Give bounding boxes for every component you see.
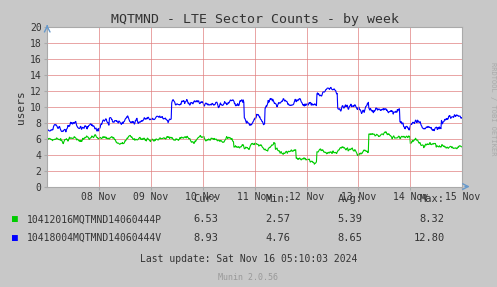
Text: 10418004MQTMND14060444V: 10418004MQTMND14060444V <box>27 233 163 243</box>
Text: 2.57: 2.57 <box>266 214 291 224</box>
Title: MQTMND - LTE Sector Counts - by week: MQTMND - LTE Sector Counts - by week <box>111 13 399 26</box>
Text: Last update: Sat Nov 16 05:10:03 2024: Last update: Sat Nov 16 05:10:03 2024 <box>140 254 357 264</box>
Text: Min:: Min: <box>266 194 291 204</box>
Text: ■: ■ <box>12 233 18 243</box>
Text: 5.39: 5.39 <box>338 214 363 224</box>
Y-axis label: users: users <box>16 90 26 124</box>
Text: Max:: Max: <box>420 194 445 204</box>
Text: 12.80: 12.80 <box>414 233 445 243</box>
Text: Cur:: Cur: <box>194 194 219 204</box>
Text: 8.65: 8.65 <box>338 233 363 243</box>
Text: 8.93: 8.93 <box>194 233 219 243</box>
Text: Avg:: Avg: <box>338 194 363 204</box>
Text: 6.53: 6.53 <box>194 214 219 224</box>
Text: 4.76: 4.76 <box>266 233 291 243</box>
Text: ■: ■ <box>12 214 18 224</box>
Text: 10412016MQTMND14060444P: 10412016MQTMND14060444P <box>27 214 163 224</box>
Text: RRDTOOL / TOBI OETIKER: RRDTOOL / TOBI OETIKER <box>490 62 496 156</box>
Text: 8.32: 8.32 <box>420 214 445 224</box>
Text: Munin 2.0.56: Munin 2.0.56 <box>219 273 278 282</box>
